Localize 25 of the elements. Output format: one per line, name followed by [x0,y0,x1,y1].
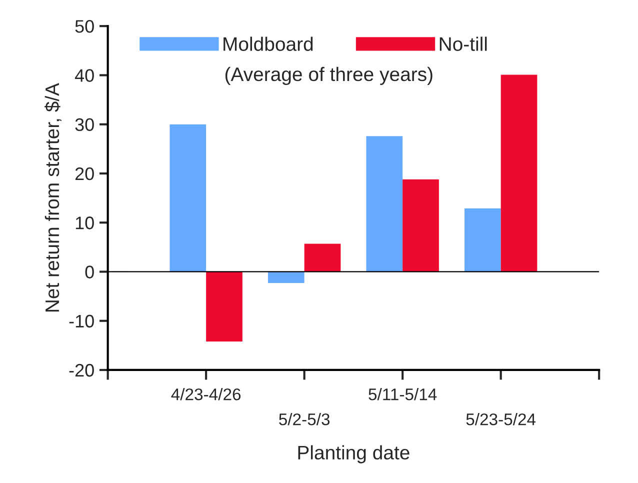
bar [170,124,206,272]
y-tick-label: 30 [75,118,94,132]
x-tick-label: 5/2-5/3 [279,413,330,426]
x-axis-title: Planting date [298,445,410,464]
y-axis-title: Net return from starter, $/A [44,82,62,312]
legend-label: No-till [440,36,487,51]
x-tick-label: 5/23-5/24 [466,413,536,426]
y-tick-label: 10 [76,216,94,230]
y-tick-label: 50 [75,20,94,33]
x-tick-label: 5/11-5/14 [368,388,437,400]
bar [464,208,501,272]
legend-label: Moldboard [224,36,313,51]
y-tick-label: 20 [75,167,94,180]
x-tick-label: 4/23-4/26 [171,388,241,400]
bar [402,179,439,272]
bar [206,272,242,342]
bar [304,244,341,272]
y-tick-label: 40 [74,69,94,82]
y-tick-label: -20 [69,364,94,377]
bar [268,272,304,284]
y-tick-label: -10 [69,314,94,328]
y-tick-label: 0 [85,266,94,278]
bar [366,136,403,272]
bar [500,74,538,272]
annotation: (Average of three years) [225,66,432,86]
